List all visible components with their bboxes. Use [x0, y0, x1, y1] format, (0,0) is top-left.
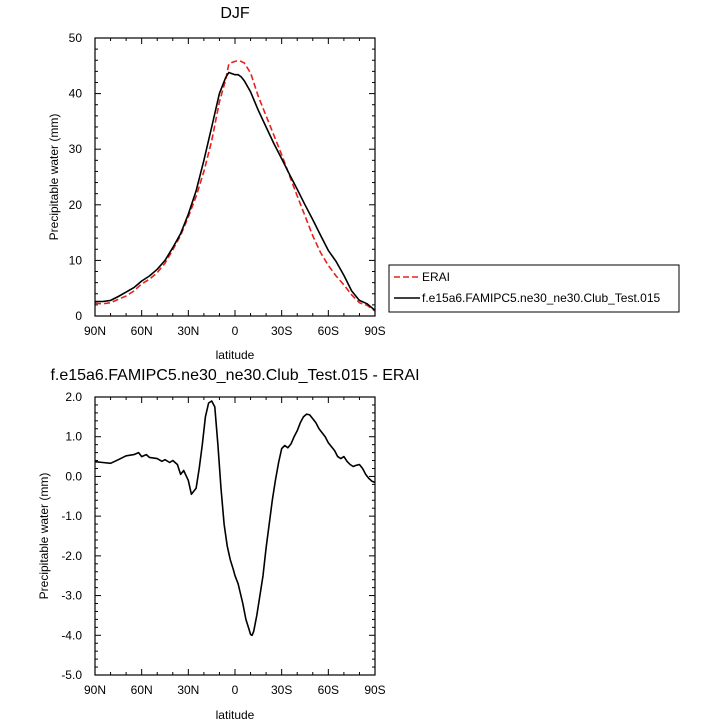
- legend-label-erai: ERAI: [422, 270, 450, 284]
- x-axis-label: latitude: [216, 708, 255, 722]
- x-tick-label: 60S: [318, 683, 339, 697]
- x-tick-label: 30N: [177, 683, 199, 697]
- x-tick-label: 60S: [318, 324, 339, 338]
- chart-title: DJF: [220, 5, 250, 22]
- bottom-plot-area: 90N 60N 30N 0 30S 60S 90S 2.0 1.0 0.0 -1.0 -2.0 -3.0…: [61, 390, 385, 697]
- x-axis-label: latitude: [216, 348, 255, 362]
- y-tick-label: 20: [69, 198, 83, 212]
- y-tick-label: 1.0: [65, 430, 82, 444]
- bottom-plot-frame: [94, 396, 376, 676]
- x-tick-label: 0: [232, 324, 239, 338]
- y-tick-label: 0: [75, 309, 82, 323]
- y-tick-label: -3.0: [61, 589, 82, 603]
- y-axis-label: Precipitable water (mm): [37, 473, 51, 600]
- x-tick-label: 90N: [84, 683, 106, 697]
- y-tick-label: -1.0: [61, 509, 82, 523]
- chart-title: f.e15a6.FAMIPC5.ne30_ne30.Club_Test.015 …: [50, 367, 419, 384]
- y-tick-label: 40: [69, 87, 83, 101]
- x-tick-label: 30N: [177, 324, 199, 338]
- y-tick-label: -2.0: [61, 549, 82, 563]
- series-line-erai: [94, 60, 376, 312]
- x-tick-label: 30S: [271, 324, 292, 338]
- x-tick-label: 60N: [131, 324, 153, 338]
- x-tick-label: 90N: [84, 324, 106, 338]
- x-tick-label: 90S: [364, 683, 385, 697]
- x-tick-label: 90S: [364, 324, 385, 338]
- legend: ERAI f.e15a6.FAMIPC5.ne30_ne30.Club_Test…: [388, 264, 680, 313]
- bottom-panel: f.e15a6.FAMIPC5.ne30_ne30.Club_Test.015 …: [37, 367, 420, 722]
- y-tick-label: -4.0: [61, 628, 82, 642]
- series-line-model: [95, 71, 376, 312]
- x-tick-label: 60N: [131, 683, 153, 697]
- top-plot-frame: [94, 37, 376, 317]
- legend-box: [388, 264, 680, 313]
- y-tick-label: 50: [69, 31, 83, 45]
- y-axis-label: Precipitable water (mm): [47, 114, 61, 241]
- x-tick-label: 30S: [271, 683, 292, 697]
- legend-label-model: f.e15a6.FAMIPC5.ne30_ne30.Club_Test.015: [422, 291, 660, 305]
- top-plot-area: 90N 60N 30N 0 30S 60S 90S 0 10 20 30 40 50: [69, 31, 386, 338]
- y-tick-label: 2.0: [65, 390, 82, 404]
- y-tick-label: 0.0: [65, 469, 82, 483]
- y-tick-label: -5.0: [61, 668, 82, 682]
- x-tick-label: 0: [232, 683, 239, 697]
- y-tick-label: 30: [69, 142, 83, 156]
- series-line-difference: [94, 400, 376, 637]
- y-tick-label: 10: [69, 253, 83, 267]
- top-panel: DJF 90N 60N 30N 0 30S 60S 90S 0 10 20 30 40 50 latit…: [47, 5, 386, 362]
